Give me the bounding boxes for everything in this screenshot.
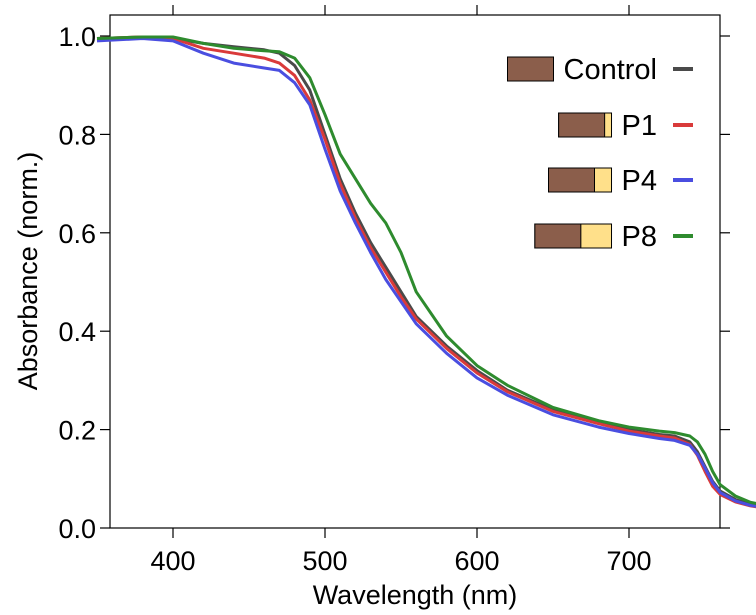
y-tick-label-0.6: 0.6 xyxy=(58,219,96,249)
series-line-p8 xyxy=(96,35,756,505)
series-line-p4 xyxy=(96,37,756,508)
legend-label-control: Control xyxy=(564,54,658,86)
y-tick-label-0.8: 0.8 xyxy=(58,120,96,150)
y-tick-label-1: 1.0 xyxy=(58,22,96,52)
legend-label-p1: P1 xyxy=(622,110,657,142)
legend-swatch-fill-p4 xyxy=(548,167,596,193)
series-line-control xyxy=(96,35,756,507)
x-tick-label-500: 500 xyxy=(302,546,347,576)
plot-frame xyxy=(109,14,721,529)
legend-swatch-fill-p1 xyxy=(558,112,606,138)
x-tick-label-700: 700 xyxy=(606,546,651,576)
x-axis-title: Wavelength (nm) xyxy=(313,580,518,610)
y-tick-label-0.2: 0.2 xyxy=(58,416,96,446)
series-lines xyxy=(96,35,756,509)
y-tick-label-0: 0.0 xyxy=(58,514,96,544)
legend: Control P1 P4 P8 xyxy=(507,54,693,253)
legend-swatch-fill-p8 xyxy=(534,223,582,249)
x-tick-label-600: 600 xyxy=(454,546,499,576)
legend-swatch-fill-control xyxy=(507,56,554,82)
series-line-p1 xyxy=(96,35,756,509)
axis-ticks: 4005006007008000.00.20.40.60.81.0 xyxy=(58,5,730,576)
y-tick-label-0.4: 0.4 xyxy=(58,317,96,347)
legend-label-p8: P8 xyxy=(622,221,657,253)
y-axis-title: Absorbance (norm.) xyxy=(13,152,43,391)
x-tick-label-400: 400 xyxy=(150,546,195,576)
legend-label-p4: P4 xyxy=(622,165,657,197)
